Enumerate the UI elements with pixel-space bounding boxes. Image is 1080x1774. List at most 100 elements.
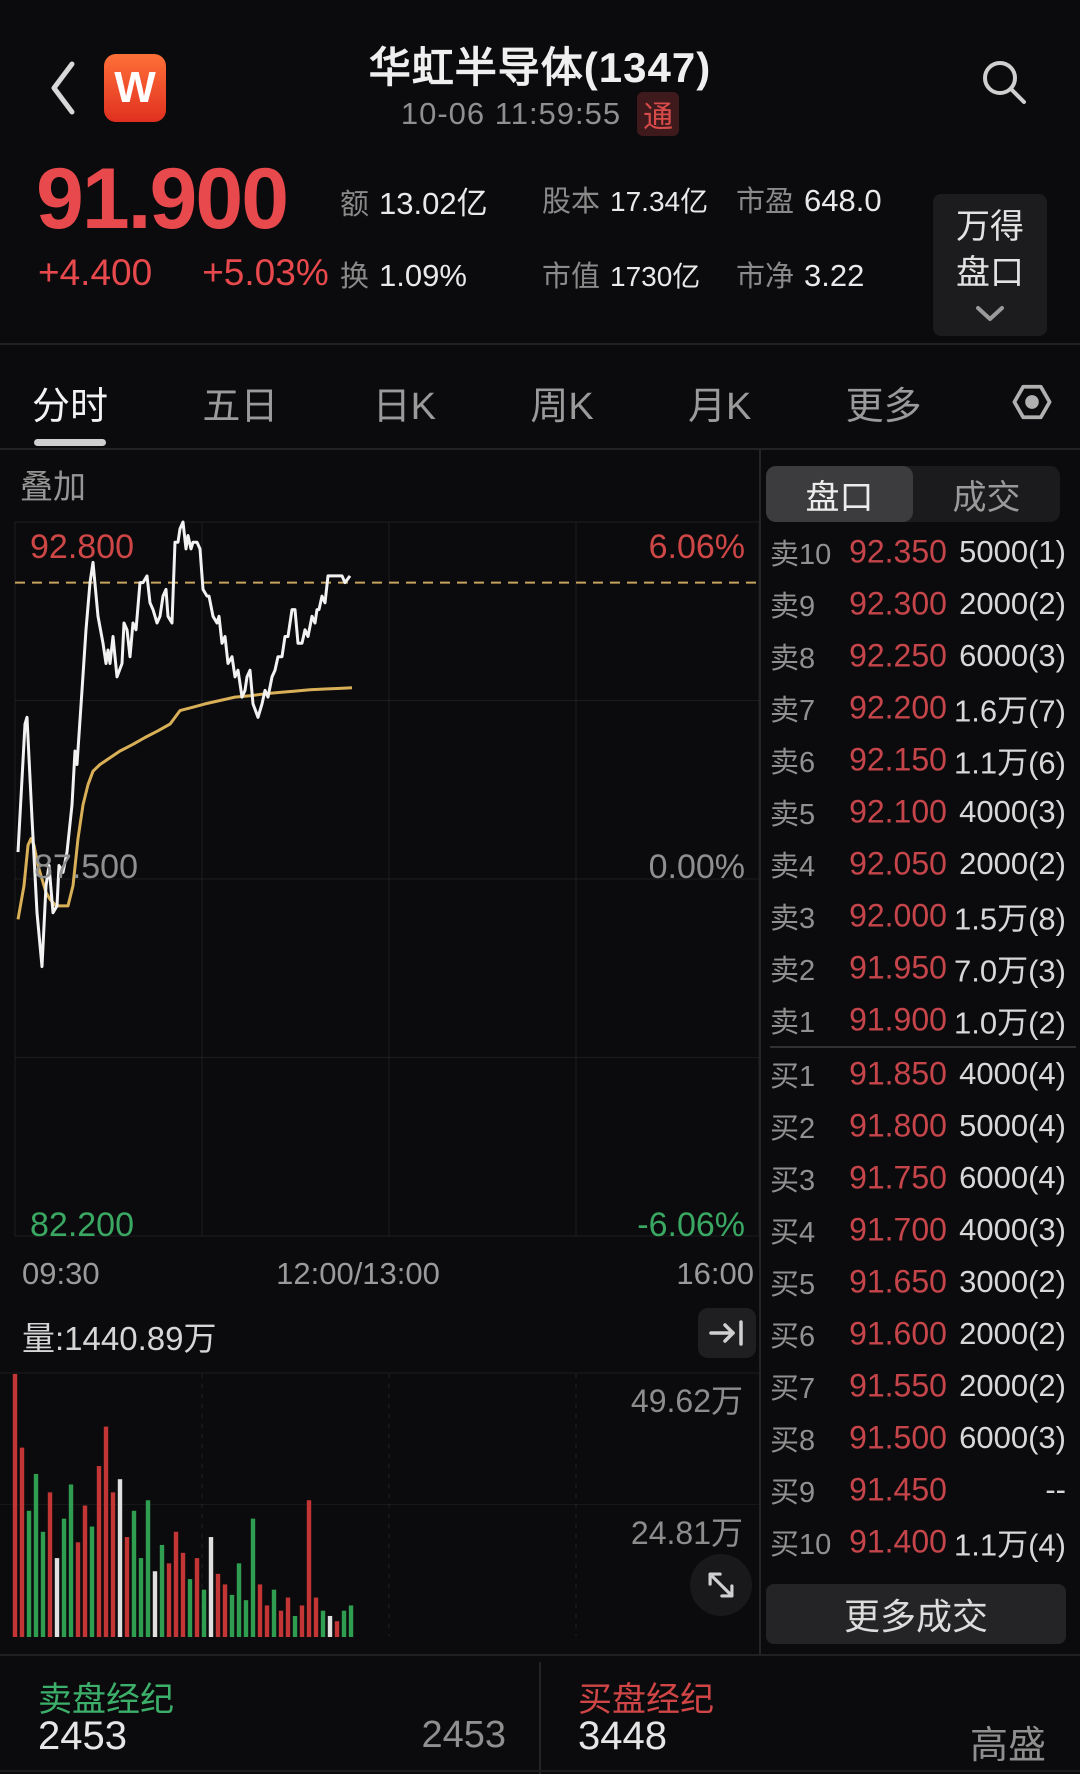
tab-orderbook[interactable]: 盘口 (766, 466, 913, 522)
panel-divider (759, 450, 761, 1655)
orderbook-row[interactable]: 买1 91.850 4000(4) (766, 1048, 1080, 1100)
orderbook-row[interactable]: 买7 91.550 2000(2) (766, 1360, 1080, 1412)
orderbook-volume: 4000(3) (959, 1212, 1066, 1247)
orderbook-row[interactable]: 卖10 92.350 5000(1) (766, 526, 1080, 578)
orderbook-level-label: 卖8 (770, 643, 816, 675)
orderbook-price: 91.600 (849, 1315, 947, 1352)
buy-brokers-title: 买盘经纪 (578, 1681, 714, 1719)
orderbook-volume: 2000(2) (959, 1316, 1066, 1351)
volume-bar (96, 1466, 102, 1637)
orderbook-row[interactable]: 卖3 92.000 1.5万(8) (766, 890, 1080, 942)
tab-更多[interactable]: 更多 (845, 385, 922, 428)
time-axis-noon: 12:00/13:00 (276, 1256, 440, 1291)
volume-bar (12, 1374, 18, 1637)
orderbook-row[interactable]: 卖5 92.100 4000(3) (766, 786, 1080, 838)
orderbook-row[interactable]: 卖6 92.150 1.1万(6) (766, 734, 1080, 786)
wind-logo[interactable]: W (104, 54, 166, 122)
orderbook-volume: 5000(4) (959, 1108, 1066, 1143)
orderbook-row[interactable]: 买6 91.600 2000(2) (766, 1308, 1080, 1360)
orderbook-price: 92.250 (849, 637, 947, 674)
intraday-chart-area: 叠加 92.800 6.06% 87.500 0.00% 82.200 -6.0… (0, 450, 760, 1660)
stat-label: 换 (340, 261, 370, 293)
expand-chart-button[interactable] (690, 1554, 752, 1616)
volume-chart-canvas[interactable] (0, 1372, 760, 1637)
subtitle-row: 10-06 11:59:55 通 (0, 92, 1080, 136)
volume-bar (180, 1552, 186, 1637)
volume-bar (341, 1610, 347, 1637)
price-line (16, 520, 352, 969)
orderbook-row[interactable]: 卖7 92.200 1.6万(7) (766, 682, 1080, 734)
wind-orderbook-label-2: 盘口 (956, 254, 1024, 292)
brokers-divider (0, 1654, 1080, 1656)
sell-broker-id-secondary: 2453 (421, 1714, 506, 1756)
stat-value: 13.02亿 (379, 186, 488, 221)
orderbook-volume: 3000(2) (959, 1264, 1066, 1299)
orderbook-row[interactable]: 卖1 91.900 1.0万(2) (766, 994, 1080, 1046)
volume-bar (159, 1544, 165, 1637)
orderbook-price: 92.000 (849, 897, 947, 934)
orderbook-price: 92.350 (849, 533, 947, 570)
tab-分时[interactable]: 分时 (26, 361, 114, 444)
volume-bar (208, 1537, 214, 1637)
volume-scale-top: 49.62万 (630, 1383, 743, 1419)
price-change-pct: +5.03% (202, 252, 329, 293)
tab-周K[interactable]: 周K (530, 385, 594, 428)
price-chart-canvas[interactable] (0, 450, 760, 1250)
buy-broker-id: 3448 (578, 1714, 667, 1758)
search-button[interactable] (972, 50, 1036, 114)
jump-to-latest-button[interactable] (698, 1308, 756, 1358)
orderbook-row[interactable]: 买3 91.750 6000(4) (766, 1152, 1080, 1204)
quote-stat: 股本 17.34亿 (542, 178, 736, 223)
volume-total-label: 量:1440.89万 (22, 1320, 217, 1357)
orderbook-price: 92.150 (849, 741, 947, 778)
volume-bar (278, 1610, 284, 1637)
tab-月K[interactable]: 月K (688, 385, 752, 428)
orderbook-price: 91.750 (849, 1159, 947, 1196)
price-change-row: +4.400 +5.03% (38, 252, 329, 294)
orderbook-volume: 4000(4) (959, 1056, 1066, 1091)
stat-label: 股本 (542, 186, 601, 218)
orderbook-volume: 2000(2) (959, 846, 1066, 881)
orderbook-row[interactable]: 卖2 91.950 7.0万(3) (766, 942, 1080, 994)
orderbook-row[interactable]: 卖4 92.050 2000(2) (766, 838, 1080, 890)
orderbook-level-label: 买8 (770, 1425, 816, 1457)
orderbook-row[interactable]: 买5 91.650 3000(2) (766, 1256, 1080, 1308)
orderbook-volume: 1.6万(7) (954, 693, 1066, 729)
tab-trades[interactable]: 成交 (952, 478, 1021, 517)
overlay-button[interactable]: 叠加 (20, 468, 86, 505)
volume-bar (145, 1500, 151, 1637)
volume-bar (243, 1600, 249, 1637)
orderbook-rows: 卖10 92.350 5000(1) 卖9 92.300 2000(2) 卖8 92.250 6… (766, 526, 1080, 1568)
orderbook-row[interactable]: 买10 91.400 1.1万(4) (766, 1516, 1080, 1568)
orderbook-level-label: 买5 (770, 1269, 816, 1301)
volume-bar (334, 1621, 340, 1637)
chart-settings-button[interactable] (1010, 380, 1054, 424)
orderbook-row[interactable]: 卖8 92.250 6000(3) (766, 630, 1080, 682)
sell-broker-id: 2453 (38, 1714, 127, 1758)
wind-orderbook-label-1: 万得 (956, 208, 1024, 246)
stat-label: 额 (340, 189, 370, 221)
back-button[interactable] (40, 56, 84, 120)
tab-日K[interactable]: 日K (372, 385, 437, 428)
volume-bar (103, 1426, 109, 1637)
orderbook-row[interactable]: 买2 91.800 5000(4) (766, 1100, 1080, 1152)
orderbook-price: 91.850 (849, 1055, 947, 1092)
volume-bar (89, 1526, 95, 1637)
chart-mid-pct-label: 0.00% (648, 848, 745, 886)
orderbook-row[interactable]: 卖9 92.300 2000(2) (766, 578, 1080, 630)
orderbook-level-label: 卖5 (770, 799, 816, 831)
orderbook-row[interactable]: 买8 91.500 6000(3) (766, 1412, 1080, 1464)
volume-bar (250, 1518, 256, 1637)
volume-bar (327, 1615, 333, 1637)
volume-bar (68, 1484, 74, 1637)
volume-bar (320, 1610, 326, 1637)
volume-bar (215, 1573, 221, 1637)
wind-orderbook-button[interactable]: 万得 盘口 (933, 194, 1047, 336)
tab-五日[interactable]: 五日 (202, 385, 279, 428)
orderbook-row[interactable]: 买4 91.700 4000(3) (766, 1204, 1080, 1256)
orderbook-level-label: 买1 (770, 1061, 816, 1093)
orderbook-level-label: 卖2 (770, 955, 816, 987)
more-trades-button[interactable]: 更多成交 (766, 1584, 1066, 1644)
orderbook-row[interactable]: 买9 91.450 -- (766, 1464, 1080, 1516)
expand-icon (708, 1572, 734, 1598)
